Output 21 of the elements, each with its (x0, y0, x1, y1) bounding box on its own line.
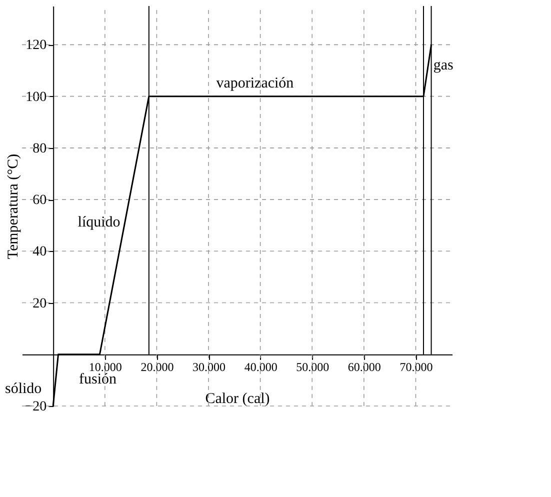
x-tick-label: 40.000 (244, 360, 278, 374)
x-tick-label: 60.000 (348, 360, 381, 374)
x-axis-title: Calor (cal) (205, 390, 270, 407)
annotation: vaporización (216, 75, 294, 92)
x-tick-label: 10.000 (88, 360, 122, 374)
y-tick-label: 80 (32, 141, 47, 156)
annotation: líquido (78, 214, 120, 230)
annotation: gas (433, 58, 454, 74)
y-tick-label: 20 (32, 296, 47, 312)
y-tick-label: 40 (32, 244, 47, 260)
y-tick-label: 60 (32, 193, 47, 208)
annotation: fusión (78, 371, 117, 388)
annotation: sólido (4, 381, 42, 398)
x-tick-label: 20.000 (140, 360, 174, 374)
y-axis-title: Temperatura (°C) (6, 154, 22, 260)
x-tick-label: 50.000 (296, 360, 330, 374)
y-tick-label: 120 (26, 38, 47, 54)
x-tick-label: 70.000 (400, 360, 433, 374)
y-tick-label: 100 (26, 90, 47, 105)
x-tick-label: 30.000 (192, 360, 226, 374)
y-tick-label: −20 (24, 400, 47, 414)
